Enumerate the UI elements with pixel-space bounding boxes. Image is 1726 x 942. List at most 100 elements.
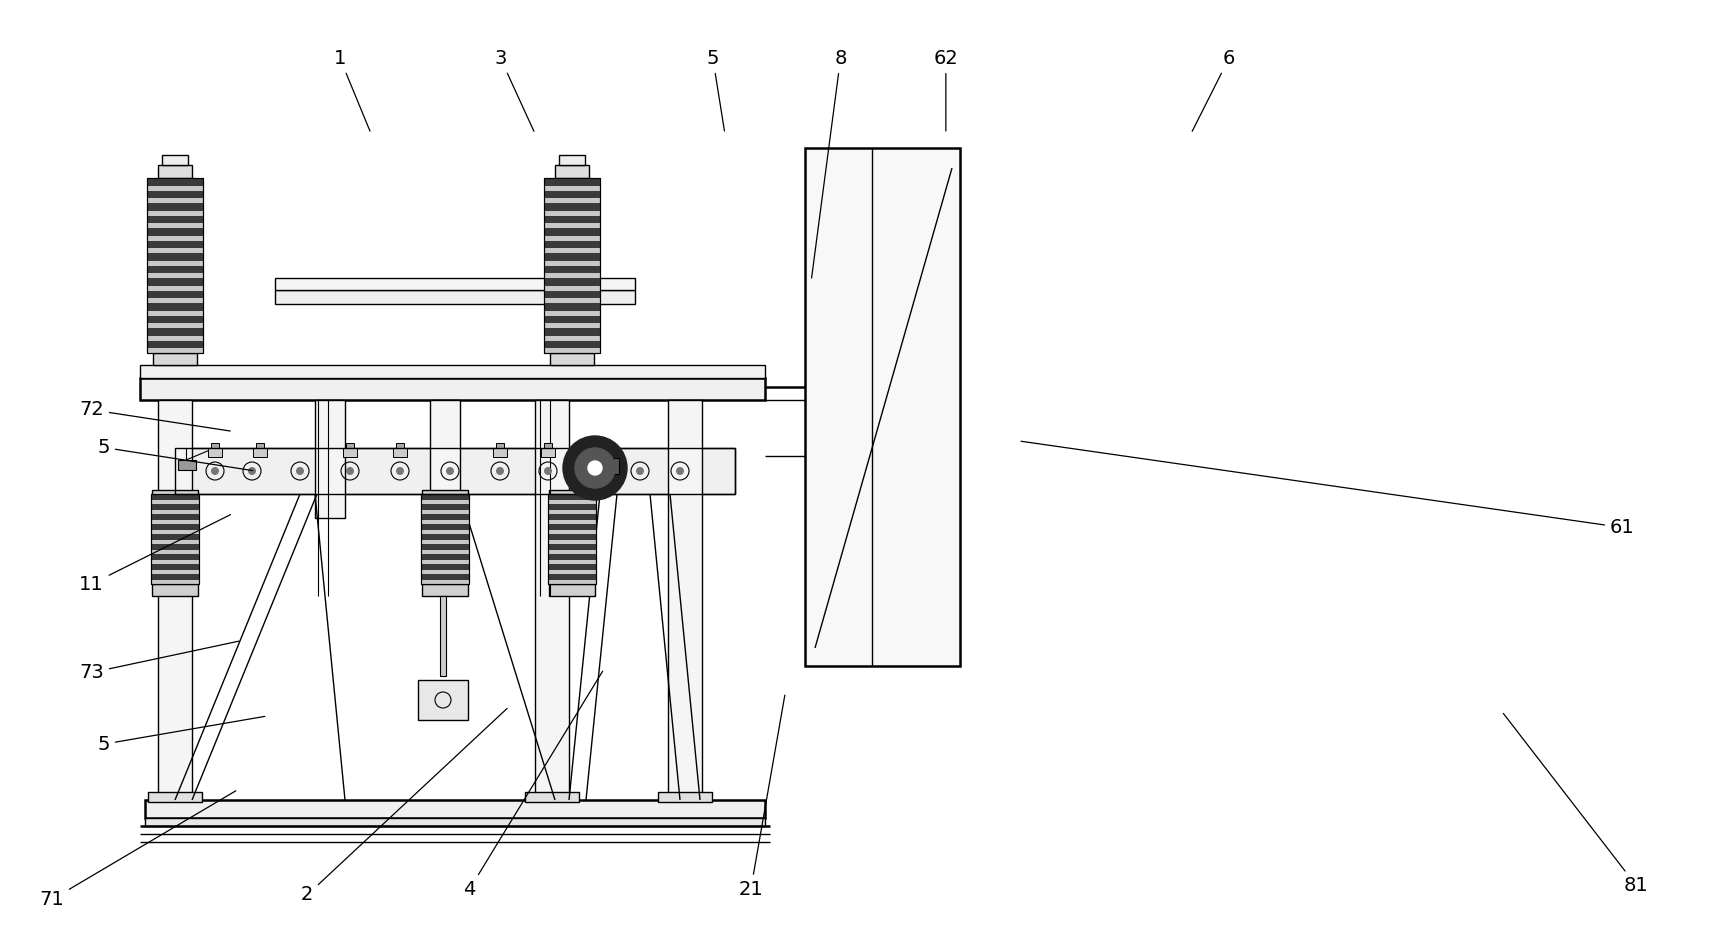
Bar bbox=[544, 216, 601, 223]
Bar bbox=[255, 443, 264, 448]
Bar bbox=[147, 178, 204, 353]
Bar bbox=[559, 155, 585, 165]
Bar bbox=[494, 448, 507, 457]
Bar bbox=[147, 290, 204, 299]
Text: 61: 61 bbox=[1022, 441, 1635, 537]
Bar bbox=[547, 534, 595, 540]
Bar bbox=[147, 328, 204, 335]
Text: 3: 3 bbox=[494, 49, 533, 131]
Bar bbox=[145, 818, 765, 826]
Text: 62: 62 bbox=[934, 49, 958, 131]
Bar bbox=[150, 494, 198, 500]
Circle shape bbox=[295, 467, 304, 475]
Text: 71: 71 bbox=[40, 790, 236, 909]
Text: 5: 5 bbox=[97, 717, 264, 754]
Bar bbox=[174, 448, 735, 494]
Circle shape bbox=[589, 461, 602, 475]
Bar bbox=[418, 680, 468, 720]
Text: 6: 6 bbox=[1193, 49, 1236, 131]
Bar bbox=[549, 584, 595, 596]
Bar bbox=[150, 534, 198, 540]
Bar bbox=[274, 278, 635, 290]
Bar bbox=[147, 240, 204, 249]
Bar bbox=[140, 378, 765, 400]
Circle shape bbox=[495, 467, 504, 475]
Bar bbox=[343, 448, 357, 457]
Bar bbox=[150, 554, 198, 560]
Text: 4: 4 bbox=[463, 672, 602, 899]
Bar bbox=[211, 443, 219, 448]
Circle shape bbox=[575, 448, 614, 488]
Bar bbox=[544, 178, 601, 186]
Bar bbox=[147, 228, 204, 236]
Circle shape bbox=[635, 467, 644, 475]
Bar bbox=[421, 494, 469, 500]
Bar bbox=[556, 165, 589, 178]
Bar bbox=[421, 514, 469, 520]
Bar bbox=[147, 340, 204, 349]
Bar bbox=[544, 303, 601, 311]
Bar bbox=[547, 544, 595, 550]
Bar bbox=[147, 216, 204, 223]
Bar bbox=[544, 328, 601, 335]
Bar bbox=[150, 494, 198, 584]
Bar bbox=[549, 490, 595, 496]
Circle shape bbox=[211, 467, 219, 475]
Bar bbox=[147, 278, 204, 285]
Bar bbox=[150, 524, 198, 530]
Bar bbox=[421, 554, 469, 560]
Bar bbox=[544, 240, 601, 249]
Bar bbox=[544, 278, 601, 285]
Bar bbox=[421, 490, 468, 496]
Bar bbox=[547, 494, 595, 584]
Bar bbox=[140, 365, 765, 378]
Bar bbox=[658, 792, 713, 802]
Bar bbox=[421, 574, 469, 580]
Bar bbox=[421, 494, 469, 584]
Circle shape bbox=[563, 436, 627, 500]
Bar bbox=[395, 443, 404, 448]
Bar bbox=[595, 462, 613, 470]
Bar bbox=[668, 400, 702, 800]
Bar bbox=[544, 253, 601, 261]
Bar bbox=[209, 448, 223, 457]
Circle shape bbox=[249, 467, 255, 475]
Circle shape bbox=[445, 467, 454, 475]
Bar bbox=[547, 564, 595, 570]
Bar bbox=[421, 534, 469, 540]
Bar bbox=[150, 504, 198, 511]
Bar bbox=[535, 400, 570, 800]
Bar bbox=[147, 316, 204, 323]
Bar bbox=[345, 443, 354, 448]
Text: 1: 1 bbox=[333, 49, 369, 131]
Text: 5: 5 bbox=[706, 49, 725, 131]
Bar bbox=[159, 165, 192, 178]
Bar bbox=[159, 400, 192, 800]
Bar bbox=[421, 494, 469, 584]
Bar bbox=[152, 490, 198, 496]
Bar bbox=[551, 353, 594, 365]
Bar bbox=[147, 178, 204, 186]
Text: 11: 11 bbox=[79, 514, 231, 593]
Bar bbox=[613, 458, 620, 474]
Bar bbox=[174, 448, 735, 494]
Text: 73: 73 bbox=[79, 642, 238, 682]
Bar bbox=[147, 266, 204, 273]
Bar bbox=[316, 400, 345, 518]
Bar bbox=[147, 303, 204, 311]
Bar bbox=[544, 316, 601, 323]
Bar bbox=[154, 353, 197, 365]
Bar bbox=[547, 554, 595, 560]
Bar bbox=[547, 514, 595, 520]
Bar bbox=[421, 584, 468, 596]
Circle shape bbox=[544, 467, 552, 475]
Bar bbox=[152, 584, 198, 596]
Bar bbox=[544, 228, 601, 236]
Bar bbox=[148, 792, 202, 802]
Bar bbox=[544, 178, 601, 353]
Bar bbox=[147, 190, 204, 198]
Bar bbox=[547, 494, 595, 500]
Bar bbox=[150, 514, 198, 520]
Bar bbox=[162, 155, 188, 165]
Bar bbox=[544, 290, 601, 299]
